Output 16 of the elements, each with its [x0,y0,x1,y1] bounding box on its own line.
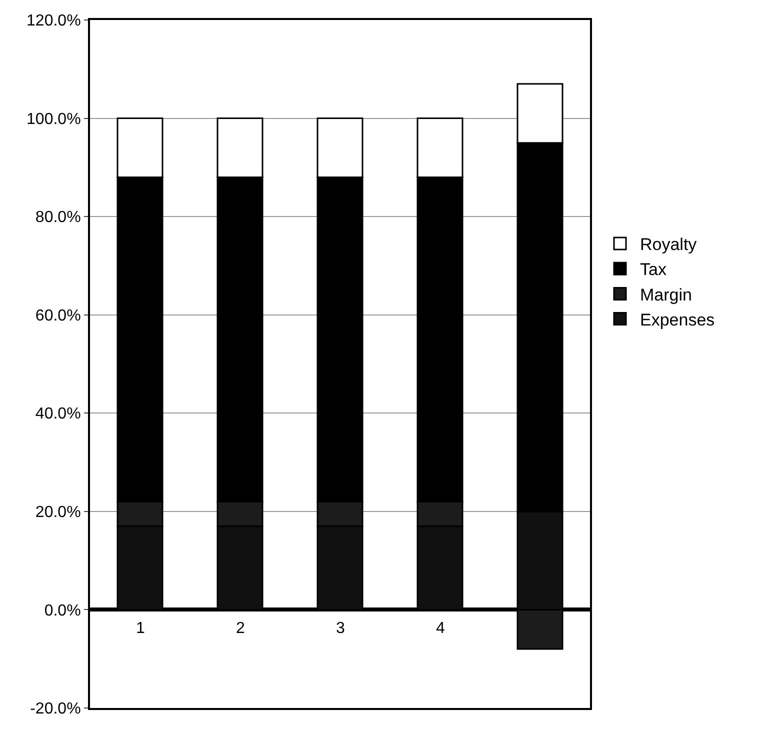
x-tick-label: 4 [436,620,445,637]
legend-label: Margin [640,285,692,304]
y-tick-label: 0.0% [44,602,81,620]
y-tick-label: 80.0% [35,209,81,226]
x-tick-label: 2 [236,620,245,637]
x-tick-label: 1 [136,620,145,637]
y-tick-label: -20.0% [30,700,81,718]
y-tick-label: 120.0% [26,12,81,30]
y-tick-label: 40.0% [35,406,81,423]
y-tick-label: 20.0% [35,504,81,522]
x-tick-label: 3 [336,620,345,637]
y-tick-label: 60.0% [35,307,81,324]
legend-label: Royalty [640,235,698,254]
y-tick-label: 100.0% [26,110,81,128]
legend-label: Tax [640,260,667,280]
legend-label: Expenses [640,310,715,330]
